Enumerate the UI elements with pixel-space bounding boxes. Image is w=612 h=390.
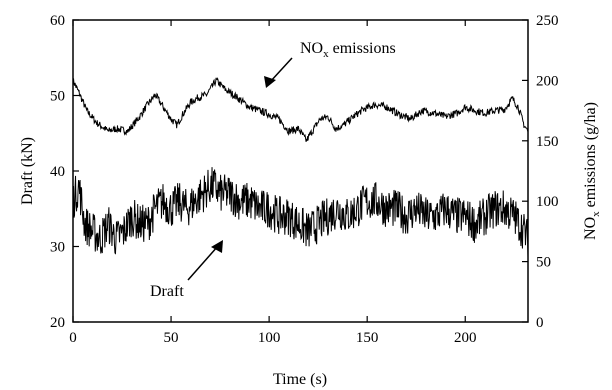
right-y-tick-label: 200 [536, 73, 559, 89]
x-tick-label: 50 [164, 330, 179, 346]
series-line-nox [72, 77, 529, 142]
nox-annotation-main: NO [300, 40, 323, 57]
left-y-tick-label: 50 [50, 89, 65, 105]
left-y-tick-label: 30 [50, 240, 65, 256]
left-y-axis-ticks: 20 30 40 50 60 [50, 13, 79, 331]
series-layer [72, 77, 529, 258]
right-y-tick-label: 100 [536, 194, 559, 210]
left-y-tick-label: 20 [50, 315, 65, 331]
right-y-tick-label: 50 [536, 255, 551, 271]
right-y-tick-label: 0 [536, 315, 544, 331]
left-y-tick-label: 60 [50, 13, 65, 29]
x-axis-ticks: 0 50 100 150 200 [69, 20, 476, 346]
x-tick-label: 200 [454, 330, 477, 346]
nox-annotation-sub: x [323, 48, 329, 60]
x-tick-label: 150 [356, 330, 379, 346]
draft-annotation-label: Draft [150, 283, 184, 300]
series-line-draft [72, 167, 529, 258]
right-y-tick-label: 250 [536, 13, 559, 29]
right-y-axis-title-rest: emissions (g/ha) [582, 102, 599, 211]
right-y-axis-title: NOx emissions (g/ha) [582, 102, 602, 240]
right-y-axis-ticks: 0 50 100 150 200 250 [522, 13, 559, 331]
x-axis-title: Time (s) [273, 371, 327, 388]
nox-annotation-label: NOx emissions [300, 40, 396, 60]
nox-annotation-rest: emissions [329, 40, 396, 57]
right-y-tick-label: 150 [536, 134, 559, 150]
x-tick-label: 0 [69, 330, 77, 346]
right-y-axis-title-main: NO [582, 217, 599, 240]
left-y-tick-label: 40 [50, 164, 65, 180]
draft-annotation-arrow [187, 240, 223, 281]
x-tick-label: 100 [258, 330, 281, 346]
plot-frame [72, 19, 529, 323]
nox-annotation-arrow [264, 57, 293, 88]
left-y-axis-title: Draft (kN) [19, 137, 36, 205]
right-y-axis-title-sub: x [590, 211, 602, 217]
